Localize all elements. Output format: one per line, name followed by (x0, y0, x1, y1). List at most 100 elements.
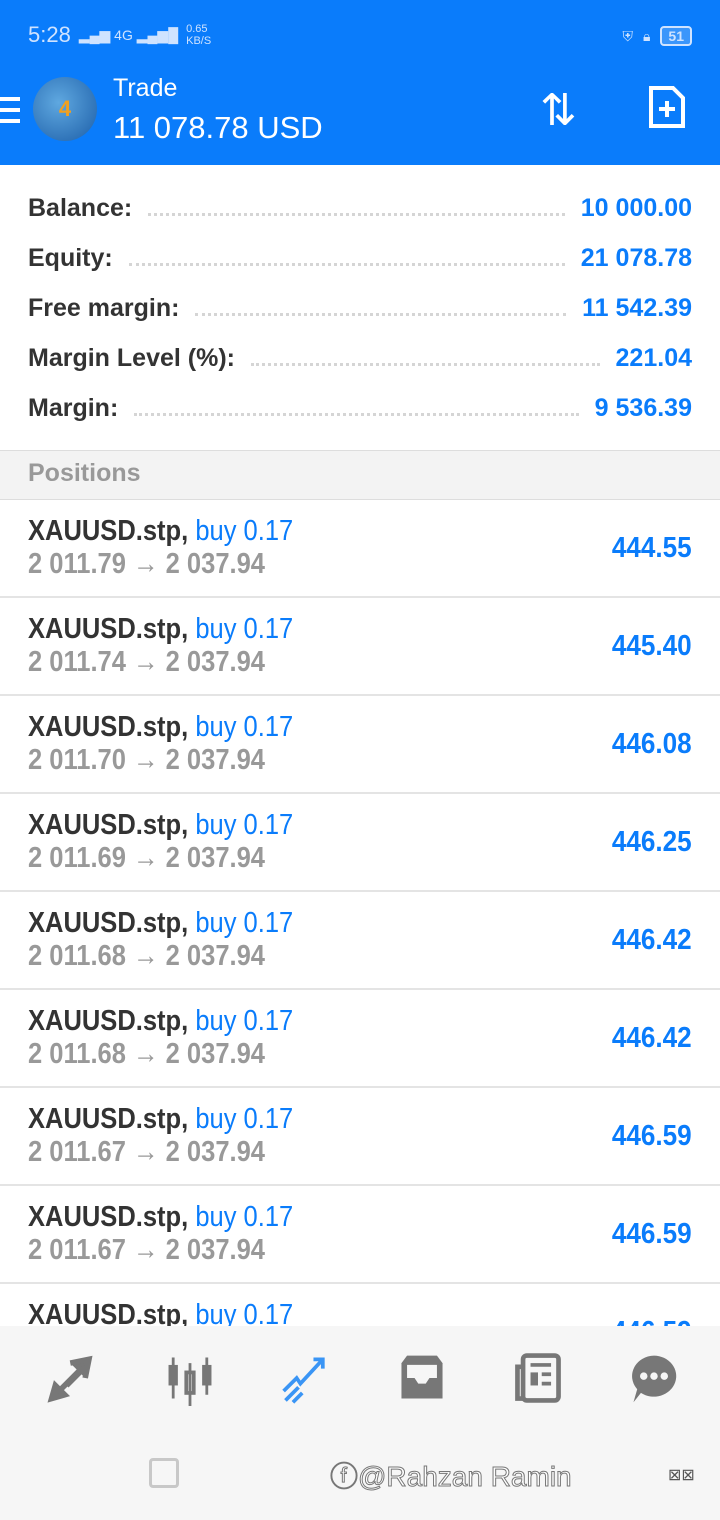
dotted-leader (148, 212, 565, 216)
profit: 446.42 (612, 924, 692, 956)
mt4-logo: 4 (33, 77, 97, 141)
profit: 446.59 (612, 1120, 692, 1152)
dotted-leader (195, 312, 567, 316)
summary-row: Margin Level (%): 221.04 (0, 333, 720, 383)
summary-row: Balance: 10 000.00 (0, 183, 720, 233)
watermark: ⓕ@Rahzan Ramin (330, 1461, 573, 1493)
trade-icon (282, 1357, 325, 1404)
profit: 446.42 (612, 1022, 692, 1054)
arrow-icon: → (133, 548, 159, 580)
summary-label: Free margin: (28, 293, 180, 322)
open-price: 2 011.79 (28, 548, 126, 580)
symbol: XAUUSD.stp, (28, 711, 189, 743)
nav-chat-icon[interactable] (624, 1348, 684, 1408)
net-speed: 0.65 KB/S (186, 23, 212, 47)
bottom-nav (0, 1326, 720, 1520)
summary-row: Free margin: 11 542.39 (0, 283, 720, 333)
status-bar: 5:28 ▂▄▆ 4G ▂▄▆█ 0.65 KB/S (28, 22, 211, 48)
arrow-icon: → (133, 1038, 159, 1070)
summary-label: Equity: (28, 243, 113, 272)
account-summary: Balance: 10 000.00 Equity: 21 078.78 Free ma… (0, 165, 720, 433)
unknown-glyphs: ⊠⊠ (668, 1467, 695, 1484)
summary-value: 21 078.78 (580, 243, 692, 272)
side-volume: buy 0.17 (195, 1299, 294, 1331)
arrow-icon: → (133, 1234, 159, 1266)
profit: 445.40 (612, 630, 692, 662)
summary-row: Equity: 21 078.78 (0, 233, 720, 283)
nav-chart-icon[interactable] (160, 1348, 220, 1408)
current-price: 2 037.94 (165, 548, 265, 580)
symbol: XAUUSD.stp, (28, 907, 189, 939)
symbol: XAUUSD.stp, (28, 1201, 189, 1233)
summary-value: 221.04 (615, 343, 692, 372)
profit: 446.25 (612, 826, 692, 858)
position-row[interactable]: XAUUSD.stp, buy 0.17 2 011.69 → 2 037.94… (0, 794, 720, 892)
positions-header: Positions (0, 450, 720, 500)
position-row[interactable]: XAUUSD.stp, buy 0.17 2 011.68 → 2 037.94… (0, 990, 720, 1088)
side-volume: buy 0.17 (195, 907, 294, 939)
symbol: XAUUSD.stp, (28, 1005, 189, 1037)
dotted-leader (250, 362, 600, 366)
nav-quotes-icon[interactable] (44, 1348, 104, 1408)
nav-trade-icon[interactable] (276, 1348, 336, 1408)
chat-icon (632, 1355, 677, 1403)
current-price: 2 037.94 (165, 940, 265, 972)
side-volume: buy 0.17 (195, 515, 294, 547)
open-price: 2 011.74 (28, 646, 126, 678)
dotted-leader (134, 412, 579, 416)
symbol: XAUUSD.stp, (28, 809, 189, 841)
news-icon (515, 1353, 561, 1403)
profit: 444.55 (612, 532, 692, 564)
current-price: 2 037.94 (165, 1038, 265, 1070)
position-row[interactable]: XAUUSD.stp, buy 0.17 2 011.79 → 2 037.94… (0, 500, 720, 598)
symbol: XAUUSD.stp, (28, 1103, 189, 1135)
position-row[interactable]: XAUUSD.stp, buy 0.17 2 011.68 → 2 037.94… (0, 892, 720, 990)
symbol: XAUUSD.stp, (28, 1299, 189, 1331)
position-row[interactable]: XAUUSD.stp, buy 0.17 2 011.70 → 2 037.94… (0, 696, 720, 794)
summary-row: Margin: 9 536.39 (0, 383, 720, 433)
arrow-icon: → (133, 940, 159, 972)
sort-icon[interactable]: ⇅ (540, 86, 577, 135)
side-volume: buy 0.17 (195, 613, 294, 645)
current-price: 2 037.94 (165, 1136, 265, 1168)
summary-value: 9 536.39 (594, 393, 692, 422)
page-title: Trade (113, 74, 178, 102)
dotted-leader (128, 262, 565, 266)
arrow-icon: → (133, 842, 159, 874)
symbol: XAUUSD.stp, (28, 613, 189, 645)
nav-history-icon[interactable] (392, 1348, 452, 1408)
open-price: 2 011.70 (28, 744, 126, 776)
position-row[interactable]: XAUUSD.stp, buy 0.17 2 011.67 → 2 037.94… (0, 1186, 720, 1284)
menu-icon[interactable] (0, 97, 20, 130)
chart-icon (168, 1357, 212, 1406)
profit: 446.08 (612, 728, 692, 760)
summary-label: Margin: (28, 393, 119, 422)
side-volume: buy 0.17 (195, 1201, 294, 1233)
open-price: 2 011.69 (28, 842, 126, 874)
current-price: 2 037.94 (165, 842, 265, 874)
recent-apps-button[interactable] (149, 1458, 179, 1488)
clock: 5:28 (28, 22, 71, 47)
summary-label: Margin Level (%): (28, 343, 235, 372)
history-icon (401, 1355, 443, 1399)
current-price: 2 037.94 (165, 744, 265, 776)
current-price: 2 037.94 (165, 646, 265, 678)
symbol: XAUUSD.stp, (28, 515, 189, 547)
side-volume: buy 0.17 (195, 1005, 294, 1037)
nav-news-icon[interactable] (508, 1348, 568, 1408)
profit: 446.59 (612, 1218, 692, 1250)
new-order-icon[interactable] (648, 85, 686, 140)
position-row[interactable]: XAUUSD.stp, buy 0.17 2 011.67 → 2 037.94… (0, 1088, 720, 1186)
position-row[interactable]: XAUUSD.stp, buy 0.17 2 011.74 → 2 037.94… (0, 598, 720, 696)
signal-icon: ▂▄▆ 4G ▂▄▆█ (78, 26, 179, 43)
side-volume: buy 0.17 (195, 1103, 294, 1135)
side-volume: buy 0.17 (195, 711, 294, 743)
open-price: 2 011.67 (28, 1136, 126, 1168)
positions-list[interactable]: XAUUSD.stp, buy 0.17 2 011.79 → 2 037.94… (0, 500, 720, 1382)
quotes-icon (47, 1355, 93, 1403)
summary-label: Balance: (28, 193, 133, 222)
rotation-lock-icon: 🔒︎ (642, 27, 651, 44)
open-price: 2 011.68 (28, 1038, 126, 1070)
battery-icon: 51 (660, 26, 692, 46)
arrow-icon: → (133, 1136, 159, 1168)
